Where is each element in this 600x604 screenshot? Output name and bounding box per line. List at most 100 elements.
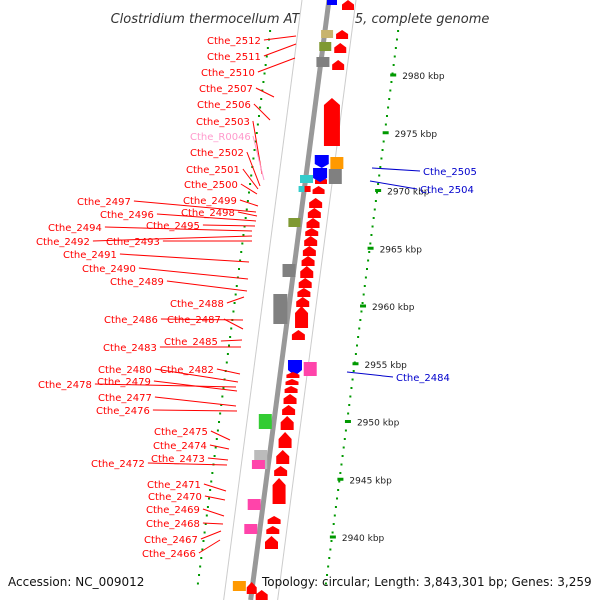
leader-line: [226, 296, 245, 304]
tick-dot: [198, 574, 201, 576]
leader-line: [239, 199, 259, 207]
leader-line: [252, 135, 265, 181]
leader-line: [216, 368, 241, 375]
gene-block: [300, 175, 314, 183]
tick-dot: [329, 548, 332, 551]
tick-dot: [256, 123, 259, 126]
gene-block: [244, 524, 258, 534]
leader-line: [371, 167, 421, 172]
gene-label-left: Cthe_2480: [98, 365, 152, 376]
gene-label-left: Cthe_2471: [147, 480, 201, 491]
tick-dot: [215, 438, 218, 440]
leader-line: [223, 318, 244, 330]
leader-line: [237, 211, 258, 217]
scale-tick-label: 2970 kbp: [387, 188, 430, 198]
gene-arrow: [307, 208, 321, 218]
gene-label-left: Cthe_2470: [148, 492, 202, 503]
tick-dot: [201, 548, 204, 551]
tick-dot: [241, 242, 244, 245]
tick-dot: [225, 361, 228, 364]
leader-line: [207, 457, 229, 461]
tick-dot: [358, 327, 361, 330]
tick-dot: [244, 217, 247, 219]
scale-tick-mark: [382, 131, 389, 135]
tick-dot: [216, 429, 219, 432]
gene-label-left: Cthe_2494: [48, 223, 102, 234]
tick-dot: [356, 344, 359, 347]
tick-dot: [351, 378, 354, 381]
gene-arrow: [284, 386, 298, 393]
scale-tick-label: 2950 kbp: [357, 419, 400, 429]
gene-label-left: Cthe_2498: [181, 208, 235, 219]
tick-dot: [235, 285, 238, 287]
tick-dot: [357, 336, 360, 338]
tick-dot: [388, 98, 391, 100]
tick-dot: [202, 540, 205, 542]
band-border-right: [277, 0, 357, 601]
scale-ticks: 2980 kbp 2975 kbp 2970 kbp 2965 kbp 2960 kbp…: [196, 30, 445, 585]
tick-dot: [389, 89, 392, 92]
leader-line: [263, 43, 297, 57]
tick-dot: [265, 55, 268, 58]
tick-dot: [328, 557, 331, 559]
tick-dot: [341, 455, 344, 457]
tick-dot: [257, 115, 260, 117]
tick-dot: [367, 259, 370, 262]
tick-dot: [395, 38, 398, 41]
scale-tick-mark: [329, 535, 336, 539]
leader-line: [346, 371, 394, 378]
gene-label-left: Cthe_2483: [103, 343, 157, 354]
gene-label-left: Cthe_2491: [63, 250, 117, 261]
tick-dot: [352, 370, 355, 372]
scale-tick-mark: [337, 477, 344, 481]
tick-dot: [364, 276, 367, 279]
tick-dot: [262, 81, 265, 83]
tick-dot: [206, 506, 209, 508]
gene-arrow: [276, 450, 290, 464]
leader-line: [220, 339, 243, 342]
leader-line: [156, 213, 257, 222]
gene-label-left: Cthe_2469: [146, 505, 200, 516]
tick-dot: [368, 251, 371, 253]
leader-line: [160, 318, 244, 321]
leader-line: [240, 183, 258, 195]
tick-dot: [266, 47, 269, 49]
scale-tick-mark: [352, 362, 359, 366]
tick-dot: [226, 353, 229, 355]
leader-line: [203, 483, 227, 492]
tick-dot: [210, 480, 213, 483]
tick-dot: [196, 582, 199, 585]
scale-tick-mark: [360, 304, 367, 308]
tick-dot: [253, 149, 256, 151]
band-border-left: [223, 0, 303, 601]
gene-arrow: [342, 0, 354, 10]
gene-label-left: Cthe_2497: [77, 197, 131, 208]
tick-dot: [245, 208, 248, 211]
gene-arrow: [296, 297, 310, 307]
tick-dot: [390, 81, 393, 83]
tick-dot: [234, 293, 237, 296]
gene-arrow: [312, 186, 325, 194]
tick-dot: [260, 98, 263, 100]
gene-arrow: [285, 379, 299, 385]
tick-dot: [220, 404, 223, 406]
tick-dot: [247, 191, 250, 194]
gene-label-right: Cthe_2505: [423, 167, 477, 178]
gene-arrow: [264, 536, 278, 549]
leader-line: [138, 267, 249, 280]
gene-label-left: Cthe_2474: [153, 441, 207, 452]
leader-line: [147, 462, 228, 466]
gene-block: [298, 186, 305, 192]
gene-block: [251, 460, 265, 469]
tick-dot: [373, 208, 376, 211]
gene-label-left: Cthe_2503: [196, 117, 250, 128]
gene-arrow: [291, 330, 305, 340]
tick-dot: [199, 565, 202, 568]
tick-dot: [228, 344, 231, 347]
gene-label-right: Cthe_2504: [420, 185, 474, 196]
gene-arrow: [274, 466, 288, 476]
tick-dot: [339, 472, 342, 474]
tick-dot: [214, 446, 217, 449]
tick-dot: [392, 64, 395, 66]
gene-block: [319, 42, 332, 51]
